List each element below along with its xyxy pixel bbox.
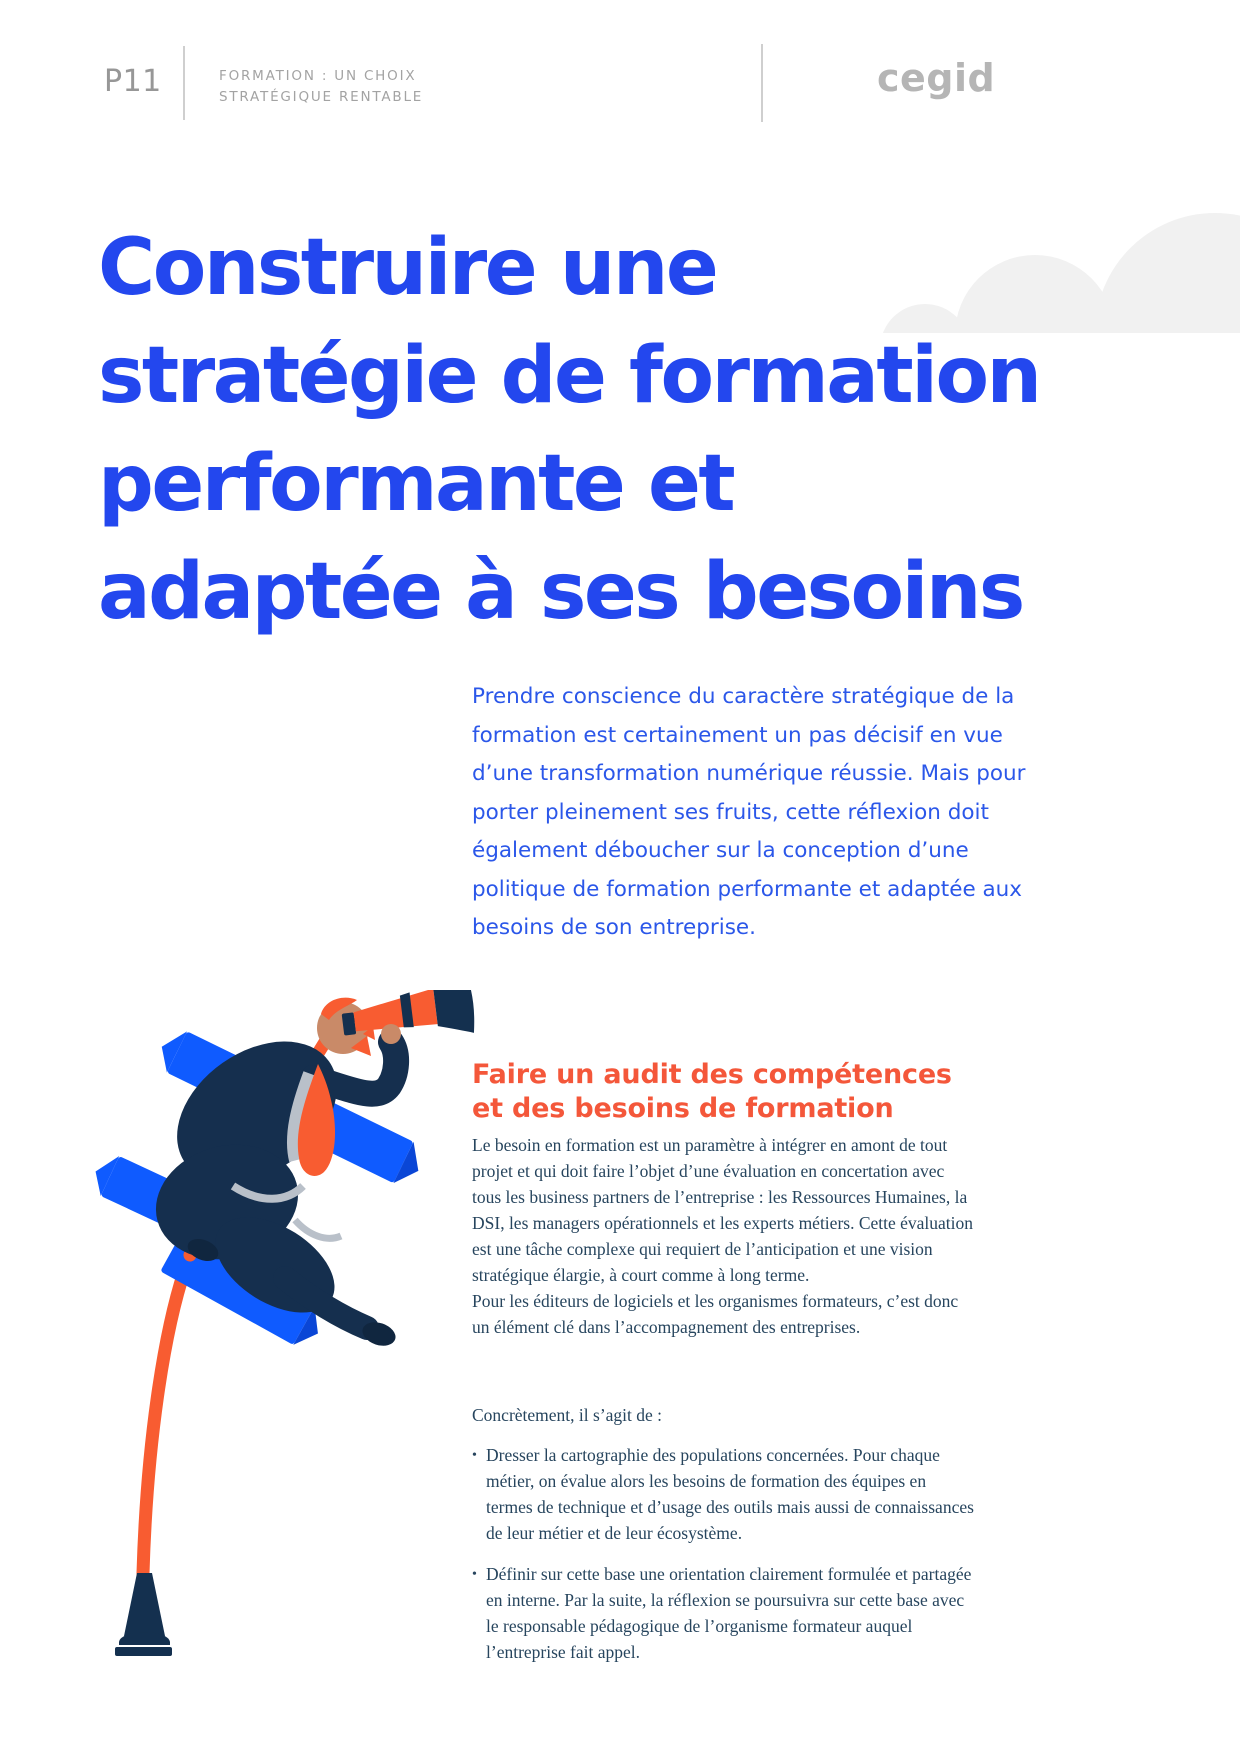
audit-bullet-list: Dresser la cartographie des populations … bbox=[472, 1442, 977, 1680]
spyglass-man-illustration bbox=[95, 990, 475, 1656]
header-divider bbox=[761, 44, 763, 122]
header-divider bbox=[183, 46, 185, 120]
intro-paragraph: Prendre conscience du caractère stratégi… bbox=[472, 684, 1026, 940]
page-number: P11 bbox=[104, 64, 162, 99]
page-title: Construire une stratégie de formation pe… bbox=[98, 223, 1042, 637]
audit-lead-in: Concrètement, il s’agit de : bbox=[472, 1405, 663, 1425]
cloud-shape bbox=[850, 196, 1240, 333]
list-item: Dresser la cartographie des populations … bbox=[472, 1442, 977, 1546]
cegid-logo: cegid bbox=[877, 56, 996, 100]
audit-body-paragraph: Le besoin en formation est un paramètre … bbox=[472, 1135, 974, 1337]
section-kicker: FORMATION : UN CHOIX STRATÉGIQUE RENTABL… bbox=[219, 68, 424, 105]
list-item: Définir sur cette base une orientation c… bbox=[472, 1561, 977, 1665]
cloud-icon bbox=[882, 213, 1240, 333]
audit-section-heading: Faire un audit des compétences et des be… bbox=[472, 1059, 952, 1124]
